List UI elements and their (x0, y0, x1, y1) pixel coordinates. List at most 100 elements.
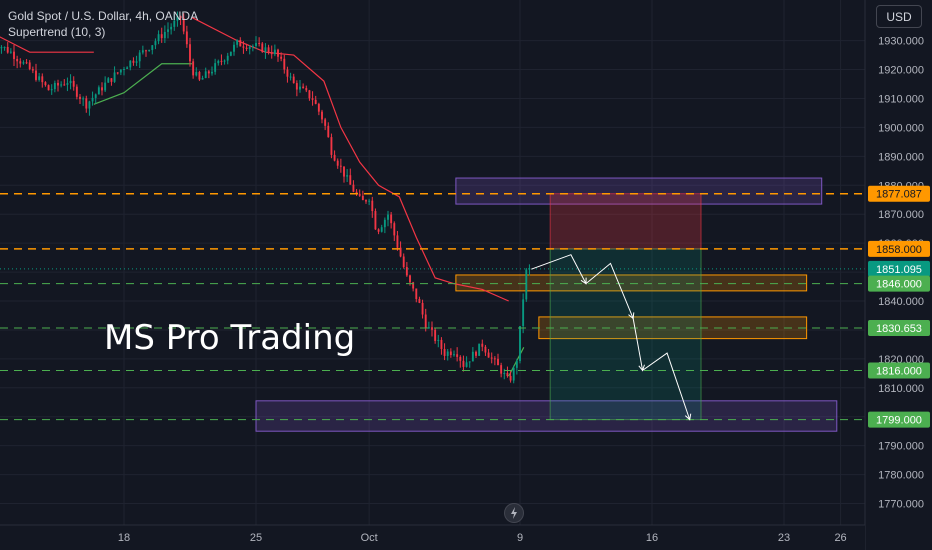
candle-body (248, 46, 251, 50)
candle-body (512, 367, 515, 381)
candle-body (167, 29, 169, 32)
candle-body (110, 78, 113, 82)
price-label: 1816.000 (876, 365, 922, 377)
price-label-box[interactable] (868, 275, 930, 292)
stop-loss-area[interactable] (549, 193, 702, 250)
short-position-tool[interactable] (549, 193, 702, 421)
candle-body (358, 193, 361, 196)
candle-body (339, 165, 342, 167)
candle-body (245, 47, 248, 50)
chart-legend: Gold Spot / U.S. Dollar, 4h, OANDA Super… (8, 8, 198, 40)
supertrend-indicator (0, 16, 525, 377)
price-label-box[interactable] (868, 362, 930, 379)
orange-upper-zone[interactable] (455, 274, 808, 292)
candle-body (289, 76, 292, 78)
supertrend-down-line (0, 36, 94, 53)
price-label-box[interactable] (868, 411, 930, 428)
candle-body (462, 360, 465, 367)
candle-body (50, 89, 53, 91)
candle-body (242, 46, 245, 48)
grid (0, 0, 865, 525)
candle-body (258, 43, 261, 45)
candle-body (182, 17, 185, 32)
projection-arrowhead (628, 312, 635, 320)
candle-body (314, 99, 317, 104)
time-tick-label: 16 (646, 532, 658, 544)
price-tick-label: 1770.000 (878, 499, 924, 511)
candle-body (173, 20, 176, 27)
candle-body (412, 282, 415, 289)
symbol-title[interactable]: Gold Spot / U.S. Dollar, 4h, OANDA (8, 9, 199, 23)
candle-body (233, 44, 235, 52)
candle-body (25, 62, 28, 64)
candle-body (519, 326, 521, 362)
candle-body (453, 354, 455, 356)
candle-body (440, 339, 443, 350)
candle-body (493, 358, 496, 360)
candle-body (141, 50, 144, 53)
candle-body (236, 40, 239, 45)
candle-body (421, 302, 424, 315)
candle-body (456, 354, 459, 357)
candle-body (204, 71, 207, 78)
candle-body (41, 76, 44, 83)
price-tick-label: 1780.000 (878, 470, 924, 482)
candle-body (449, 351, 452, 356)
price-tick-label: 1870.000 (878, 209, 924, 221)
candle-body (192, 61, 195, 76)
currency-button[interactable]: USD (876, 5, 922, 28)
candle-body (132, 60, 135, 63)
candle-body (97, 87, 100, 95)
candle-body (60, 84, 63, 86)
supertrend-up-line (93, 63, 192, 105)
candle-body (19, 61, 22, 64)
candle-body (371, 200, 374, 212)
candle-body (377, 229, 380, 232)
candle-body (226, 55, 229, 61)
candle-body (380, 227, 383, 232)
candle-body (145, 50, 147, 52)
candle-body (170, 26, 173, 30)
price-tick-label: 1810.000 (878, 383, 924, 395)
time-tick-label: 26 (834, 532, 846, 544)
candle-body (330, 137, 333, 155)
time-tick-label: 25 (250, 532, 262, 544)
tradingview-logo-icon[interactable] (504, 503, 524, 523)
take-profit-area[interactable] (549, 248, 702, 421)
candle-body (138, 52, 141, 62)
candle-body (471, 351, 474, 362)
price-label-box[interactable] (868, 260, 930, 277)
candle-body (157, 34, 160, 42)
purple-lower-zone[interactable] (255, 400, 838, 432)
candle-body (299, 86, 301, 90)
candle-body (135, 61, 138, 63)
candle-body (355, 191, 358, 194)
projection-path[interactable] (531, 254, 692, 421)
purple-upper-zone[interactable] (455, 177, 823, 205)
candle-body (361, 195, 364, 201)
candle-body (283, 58, 286, 70)
price-axis[interactable]: 1930.000 1920.000 1910.000 1900.000 1890.000… (864, 0, 932, 550)
candle-body (277, 49, 279, 57)
price-label-box[interactable] (868, 240, 930, 257)
candle-body (525, 269, 528, 300)
candle-body (528, 268, 531, 270)
time-axis[interactable]: 18 25 Oct 9 16 23 26 (0, 524, 865, 550)
candle-body (38, 76, 41, 80)
candle-body (487, 352, 490, 358)
price-label-box[interactable] (868, 185, 930, 202)
projection-line[interactable] (531, 254, 691, 420)
indicator-label[interactable]: Supertrend (10, 3) (8, 25, 106, 39)
watermark-text: MS Pro Trading (104, 318, 356, 358)
horizontal-levels[interactable] (0, 192, 865, 421)
candle-body (522, 299, 525, 327)
candle-body (311, 98, 314, 100)
candle-body (374, 211, 377, 230)
candle-body (481, 343, 484, 347)
price-label: 1846.000 (876, 279, 922, 291)
price-label-box[interactable] (868, 320, 930, 337)
candle-body (57, 82, 59, 86)
candle-body (123, 68, 125, 70)
candle-body (324, 119, 327, 126)
